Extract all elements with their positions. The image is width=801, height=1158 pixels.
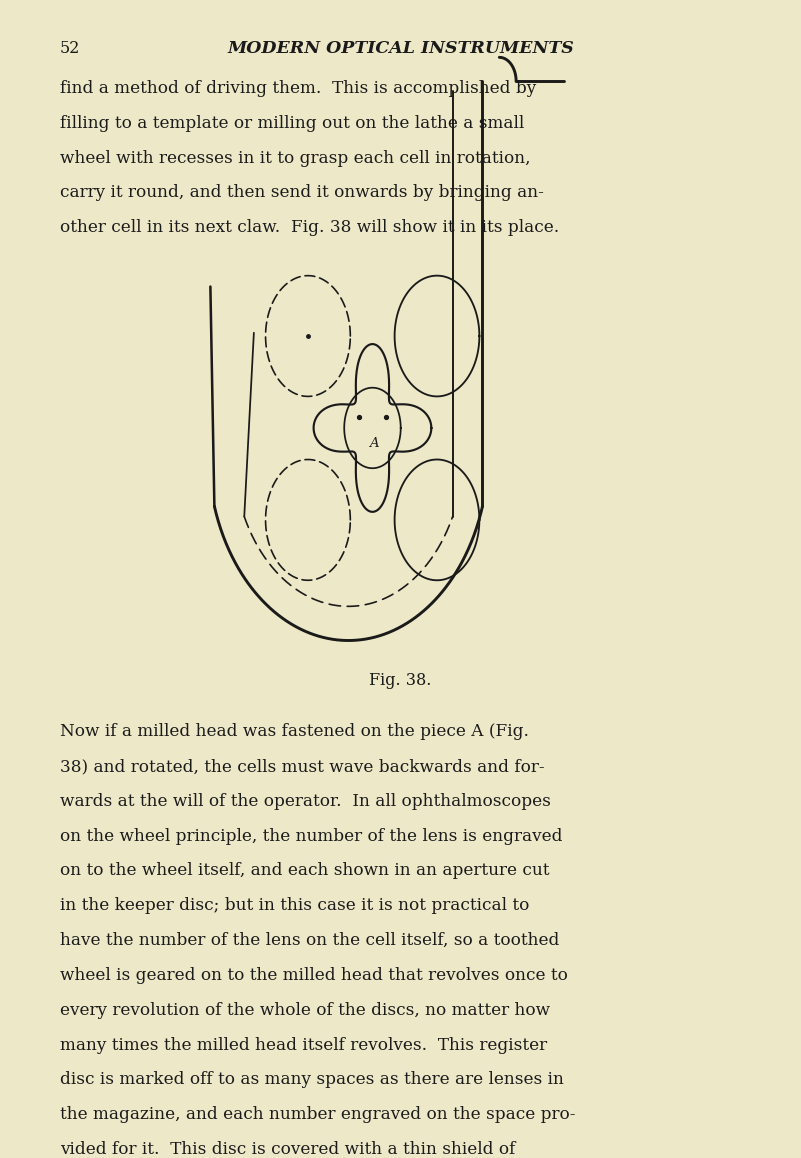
Text: in the keeper disc; but in this case it is not practical to: in the keeper disc; but in this case it …: [60, 897, 529, 915]
Text: other cell in its next claw.  Fig. 38 will show it in its place.: other cell in its next claw. Fig. 38 wil…: [60, 219, 559, 236]
Text: many times the milled head itself revolves.  This register: many times the milled head itself revolv…: [60, 1036, 547, 1054]
Text: find a method of driving them.  This is accomplished by: find a method of driving them. This is a…: [60, 80, 537, 97]
Text: wards at the will of the operator.  In all ophthalmoscopes: wards at the will of the operator. In al…: [60, 793, 551, 809]
Text: carry it round, and then send it onwards by bringing an-: carry it round, and then send it onwards…: [60, 184, 544, 201]
Text: filling to a template or milling out on the lathe a small: filling to a template or milling out on …: [60, 115, 525, 132]
Text: wheel is geared on to the milled head that revolves once to: wheel is geared on to the milled head th…: [60, 967, 568, 984]
Text: the magazine, and each number engraved on the space pro-: the magazine, and each number engraved o…: [60, 1106, 576, 1123]
Text: wheel with recesses in it to grasp each cell in rotation,: wheel with recesses in it to grasp each …: [60, 149, 530, 167]
Text: have the number of the lens on the cell itself, so a toothed: have the number of the lens on the cell …: [60, 932, 559, 950]
Text: every revolution of the whole of the discs, no matter how: every revolution of the whole of the dis…: [60, 1002, 550, 1019]
Text: on to the wheel itself, and each shown in an aperture cut: on to the wheel itself, and each shown i…: [60, 863, 549, 879]
Text: Now if a milled head was fastened on the piece A (Fig.: Now if a milled head was fastened on the…: [60, 724, 529, 740]
Text: vided for it.  This disc is covered with a thin shield of: vided for it. This disc is covered with …: [60, 1141, 516, 1158]
Text: 38) and rotated, the cells must wave backwards and for-: 38) and rotated, the cells must wave bac…: [60, 758, 545, 775]
Text: 52: 52: [60, 39, 80, 57]
Text: A: A: [369, 437, 379, 450]
Text: MODERN OPTICAL INSTRUMENTS: MODERN OPTICAL INSTRUMENTS: [227, 39, 574, 57]
Text: on the wheel principle, the number of the lens is engraved: on the wheel principle, the number of th…: [60, 828, 562, 844]
Text: disc is marked off to as many spaces as there are lenses in: disc is marked off to as many spaces as …: [60, 1071, 564, 1089]
Text: Fig. 38.: Fig. 38.: [369, 672, 432, 689]
